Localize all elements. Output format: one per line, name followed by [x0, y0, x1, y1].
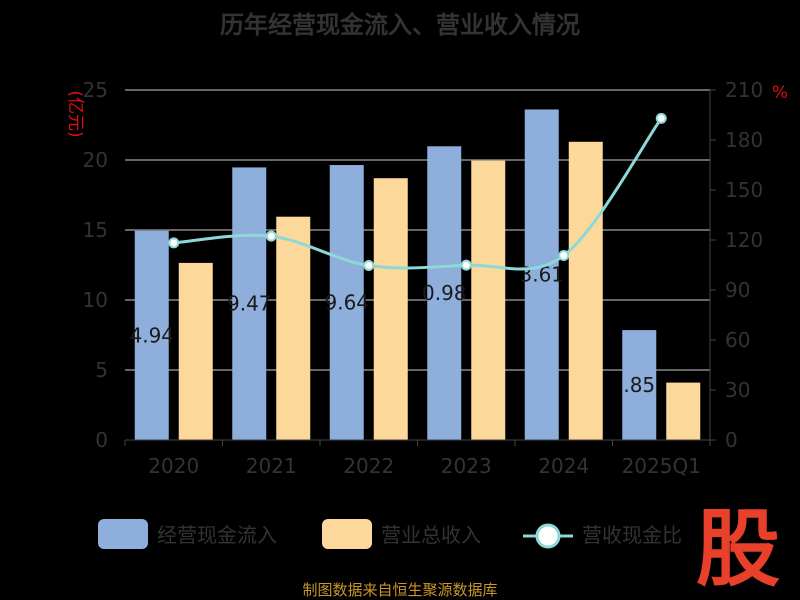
- legend-label-revenue: 营业总收入: [381, 523, 481, 547]
- bar-cash-inflow: [329, 165, 364, 441]
- ratio-point: [655, 112, 667, 124]
- right-tick-label: 150: [725, 178, 763, 202]
- bar-revenue: [178, 262, 213, 440]
- ratio-point: [168, 237, 180, 249]
- x-tick-label: 2020: [148, 454, 199, 478]
- left-tick-label: 10: [83, 288, 108, 312]
- ratio-point: [558, 250, 570, 261]
- legend-label-ratio: 营收现金比: [582, 523, 682, 547]
- right-axis-unit: %: [772, 83, 788, 103]
- left-axis-ticks: 0 5 10 15 20 25: [83, 78, 108, 452]
- bar-cash-inflow: [524, 109, 559, 441]
- bar-cash-inflow: [427, 146, 462, 440]
- bar-revenue: [373, 178, 408, 440]
- ratio-point: [460, 259, 472, 271]
- data-label-cash-inflow: .85: [623, 373, 655, 397]
- data-label-cash-inflow: 4.94: [129, 323, 174, 347]
- x-tick-label: 2021: [246, 454, 297, 478]
- x-tick-label: 2022: [343, 454, 394, 478]
- legend-swatch-revenue: [322, 519, 372, 549]
- left-tick-label: 25: [83, 78, 108, 102]
- left-tick-label: 0: [95, 428, 108, 452]
- source-note: 制图数据来自恒生聚源数据库: [302, 581, 497, 599]
- bar-revenue: [666, 382, 701, 440]
- right-tick-label: 180: [725, 128, 763, 152]
- legend-swatch-cash-inflow: [98, 519, 148, 549]
- left-tick-label: 20: [83, 148, 108, 172]
- data-label-cash-inflow: 9.47: [227, 292, 272, 316]
- right-tick-label: 90: [725, 278, 750, 302]
- logo-watermark: 股: [696, 500, 780, 598]
- right-tick-label: 0: [725, 428, 738, 452]
- data-label-cash-inflow: 9.64: [324, 291, 369, 315]
- left-tick-label: 15: [83, 218, 108, 242]
- legend: 经营现金流入 营业总收入 营收现金比: [98, 519, 682, 549]
- x-axis: 2020 2021 2022 2023 2024 2025Q1: [124, 439, 711, 478]
- ratio-line-layer: [168, 112, 667, 271]
- bar-revenue: [568, 141, 603, 441]
- bars: [134, 109, 701, 441]
- legend-label-cash-inflow: 经营现金流入: [157, 523, 277, 547]
- legend-marker-ratio: [535, 523, 561, 549]
- left-tick-label: 5: [95, 358, 108, 382]
- right-tick-label: 30: [725, 378, 750, 402]
- x-tick-label: 2024: [538, 454, 589, 478]
- grid-lines: [125, 89, 710, 371]
- ratio-point: [265, 230, 277, 242]
- bar-cash-inflow: [622, 330, 657, 440]
- bar-revenue: [471, 160, 506, 440]
- left-axis-unit: (亿元): [65, 90, 85, 137]
- bar-revenue: [276, 216, 311, 440]
- chart-title: 历年经营现金流入、营业收入情况: [220, 11, 580, 39]
- bar-cash-inflow: [232, 167, 267, 441]
- x-tick-label: 2023: [441, 454, 492, 478]
- right-tick-label: 120: [725, 228, 763, 252]
- x-tick-label: 2025Q1: [622, 454, 701, 478]
- ratio-point: [363, 260, 375, 271]
- data-label-cash-inflow: 0.98: [422, 281, 467, 305]
- right-tick-label: 210: [725, 78, 763, 102]
- right-tick-label: 60: [725, 328, 750, 352]
- right-axis-ticks: 0 30 60 90 120 150 180 210: [709, 78, 763, 452]
- bar-cash-inflow: [134, 230, 169, 440]
